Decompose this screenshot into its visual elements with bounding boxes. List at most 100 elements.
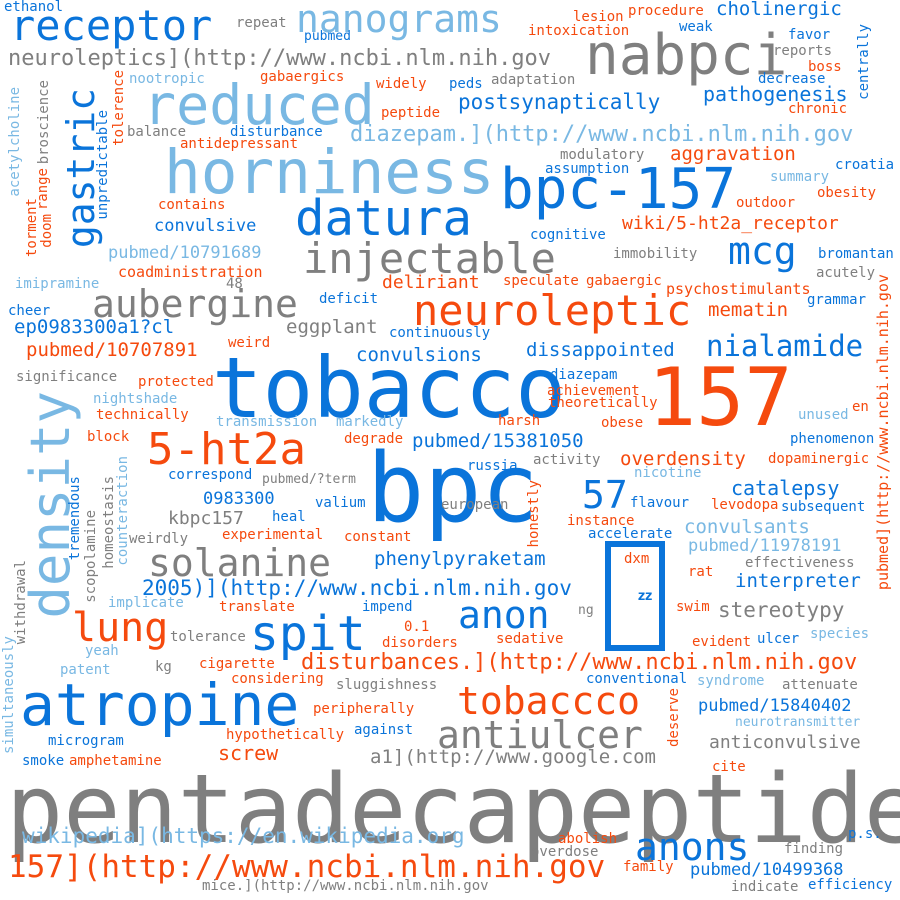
word: mice.](http://www.ncbi.nlm.nih.gov <box>202 878 489 894</box>
word: deliriant <box>382 272 480 293</box>
word: translate <box>219 599 295 615</box>
word: simultaneously <box>1 636 17 755</box>
word: achievement <box>547 383 640 399</box>
word: peptide <box>381 105 441 121</box>
word: receptor <box>10 1 213 50</box>
word: contains <box>158 197 226 213</box>
word: european <box>441 497 509 513</box>
word: conventional <box>586 671 688 687</box>
word: deserve <box>666 688 682 748</box>
word: diazepam <box>550 367 618 383</box>
word: anon <box>458 593 550 637</box>
word: significance <box>16 369 118 385</box>
word: scopolamine <box>83 510 99 603</box>
word: patent <box>60 662 111 678</box>
word: dopaminergic <box>768 451 870 467</box>
word: convulsions <box>356 344 482 366</box>
word: doom <box>39 214 55 248</box>
word: unused <box>798 407 849 423</box>
word: obesity <box>817 185 877 201</box>
word: convulsive <box>154 216 257 236</box>
word: injectable <box>303 234 556 283</box>
word: deficit <box>319 291 379 307</box>
word: weird <box>228 335 271 351</box>
word: rat <box>688 564 714 580</box>
word: abolish <box>558 831 618 847</box>
word: homeostasis <box>101 476 117 569</box>
word: technically <box>96 407 189 423</box>
word: 0.1 <box>404 619 430 635</box>
word: cheer <box>8 303 51 319</box>
word: intoxication <box>528 23 630 39</box>
word: weirdly <box>129 531 189 547</box>
word: sluggishness <box>336 677 438 693</box>
word: cognitive <box>530 227 606 243</box>
word: adaptation <box>491 72 576 88</box>
word: attenuate <box>782 677 858 693</box>
word: dxm <box>624 551 650 567</box>
word: atropine <box>20 671 300 739</box>
word: aggravation <box>670 143 796 165</box>
word: ulcer <box>757 631 800 647</box>
word: dissappointed <box>526 339 675 361</box>
word: tolerence <box>111 70 127 146</box>
word: eggplant <box>286 316 378 338</box>
word: family <box>623 859 674 875</box>
word: finding <box>784 841 844 857</box>
word: ethanol <box>4 0 64 15</box>
word: disorders <box>382 635 458 651</box>
word: postsynaptically <box>458 90 661 114</box>
word: disturbance <box>230 124 323 140</box>
word: reports <box>773 43 833 59</box>
word: tobacco <box>212 339 567 437</box>
missing-glyph-text: 𝐳𝐳 <box>638 588 653 604</box>
word: markedly <box>336 414 404 430</box>
word: evident <box>692 634 752 650</box>
word: effectiveness <box>745 555 855 571</box>
word: boss <box>808 59 842 75</box>
word: 57 <box>582 473 628 517</box>
word: cholinergic <box>716 0 842 20</box>
word: ng <box>578 603 594 618</box>
word: degrade <box>344 431 404 447</box>
word: overdose <box>531 844 599 860</box>
word: bpc-157 <box>500 157 737 222</box>
word: unpredictable <box>95 110 111 220</box>
word: correspond <box>168 467 253 483</box>
word: summary <box>770 169 830 185</box>
word: 0983300 <box>203 489 275 509</box>
word: efficiency <box>808 877 893 893</box>
word: continuously <box>389 325 491 341</box>
word: assumption <box>545 161 630 177</box>
word: range <box>35 168 51 211</box>
word: balance <box>127 124 187 140</box>
word: flavour <box>630 495 690 511</box>
word: weak <box>679 19 713 35</box>
word: acutely <box>816 265 876 281</box>
word: kbpc157 <box>168 508 244 529</box>
word: broscience <box>36 80 52 165</box>
word: widely <box>376 76 427 92</box>
word: lesion <box>573 9 624 25</box>
word: pubmed/10791689 <box>108 243 262 263</box>
word: pubmed/11978191 <box>688 536 842 556</box>
word: withdrawal <box>13 560 29 645</box>
word: implicate <box>108 595 184 611</box>
word: decrease <box>758 71 826 87</box>
word: grammar <box>807 292 867 308</box>
word: neuroleptics](http://www.ncbi.nlm.nih.go… <box>8 46 552 71</box>
word: reduced <box>143 73 375 137</box>
word: repeat <box>236 15 287 31</box>
word: harsh <box>498 413 541 429</box>
word: theoretically <box>548 395 658 411</box>
word: diazepam.](http://www.ncbi.nlm.nih.gov <box>350 122 854 147</box>
word: nightshade <box>93 391 178 407</box>
word: wiki/5-ht2a_receptor <box>622 213 839 234</box>
word: phenomenon <box>790 431 875 447</box>
word: swim <box>676 599 710 615</box>
word: pubmed](http://www.ncbi.nlm.nih.gov <box>874 274 892 591</box>
word: interpreter <box>735 570 861 592</box>
word: pubmed <box>304 29 351 44</box>
word: 5-ht2a <box>147 424 306 475</box>
word: counteraction <box>115 456 131 566</box>
